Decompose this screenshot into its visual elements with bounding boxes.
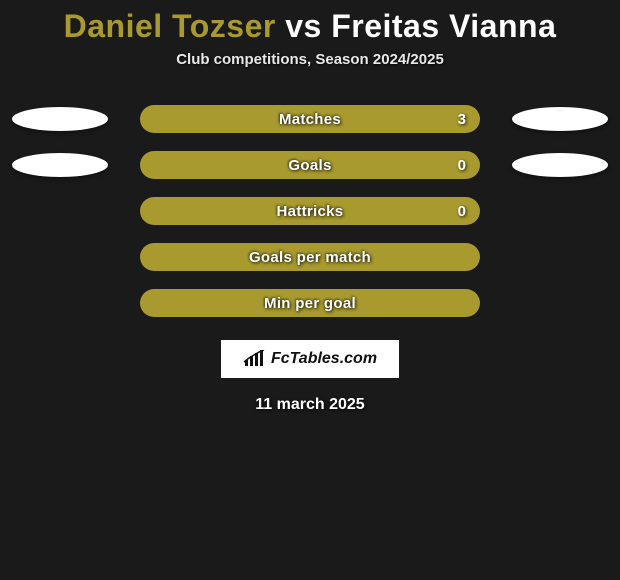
- subtitle: Club competitions, Season 2024/2025: [0, 51, 620, 68]
- stats-container: Matches 3 Goals 0 Hattricks 0 Goals per match M…: [0, 96, 620, 326]
- player2-name: Freitas Vianna: [331, 8, 556, 44]
- stat-label: Hattricks: [277, 203, 344, 220]
- player1-name: Daniel Tozser: [64, 8, 276, 44]
- stat-row: Matches 3: [0, 96, 620, 142]
- stat-value: 0: [458, 203, 466, 220]
- left-value-pill: [12, 107, 108, 131]
- right-value-pill: [512, 107, 608, 131]
- stat-row: Hattricks 0: [0, 188, 620, 234]
- left-value-pill: [12, 153, 108, 177]
- stat-bar: Goals 0: [140, 151, 480, 179]
- date-text: 11 march 2025: [0, 396, 620, 414]
- stat-row: Goals 0: [0, 142, 620, 188]
- stat-label: Goals per match: [249, 249, 371, 266]
- bar-chart-icon: [243, 350, 265, 368]
- stat-label: Goals: [288, 157, 331, 174]
- stat-label: Min per goal: [264, 295, 356, 312]
- brand-badge: FcTables.com: [221, 340, 399, 378]
- stat-value: 0: [458, 157, 466, 174]
- stat-bar: Goals per match: [140, 243, 480, 271]
- stat-row: Min per goal: [0, 280, 620, 326]
- stat-bar: Min per goal: [140, 289, 480, 317]
- stat-row: Goals per match: [0, 234, 620, 280]
- vs-separator: vs: [285, 8, 331, 44]
- stat-bar: Matches 3: [140, 105, 480, 133]
- brand-text: FcTables.com: [271, 350, 377, 368]
- brand-wrap: FcTables.com: [0, 340, 620, 378]
- right-value-pill: [512, 153, 608, 177]
- stat-bar: Hattricks 0: [140, 197, 480, 225]
- stat-label: Matches: [279, 111, 341, 128]
- stat-value: 3: [458, 111, 466, 128]
- page-title: Daniel Tozser vs Freitas Vianna: [0, 0, 620, 45]
